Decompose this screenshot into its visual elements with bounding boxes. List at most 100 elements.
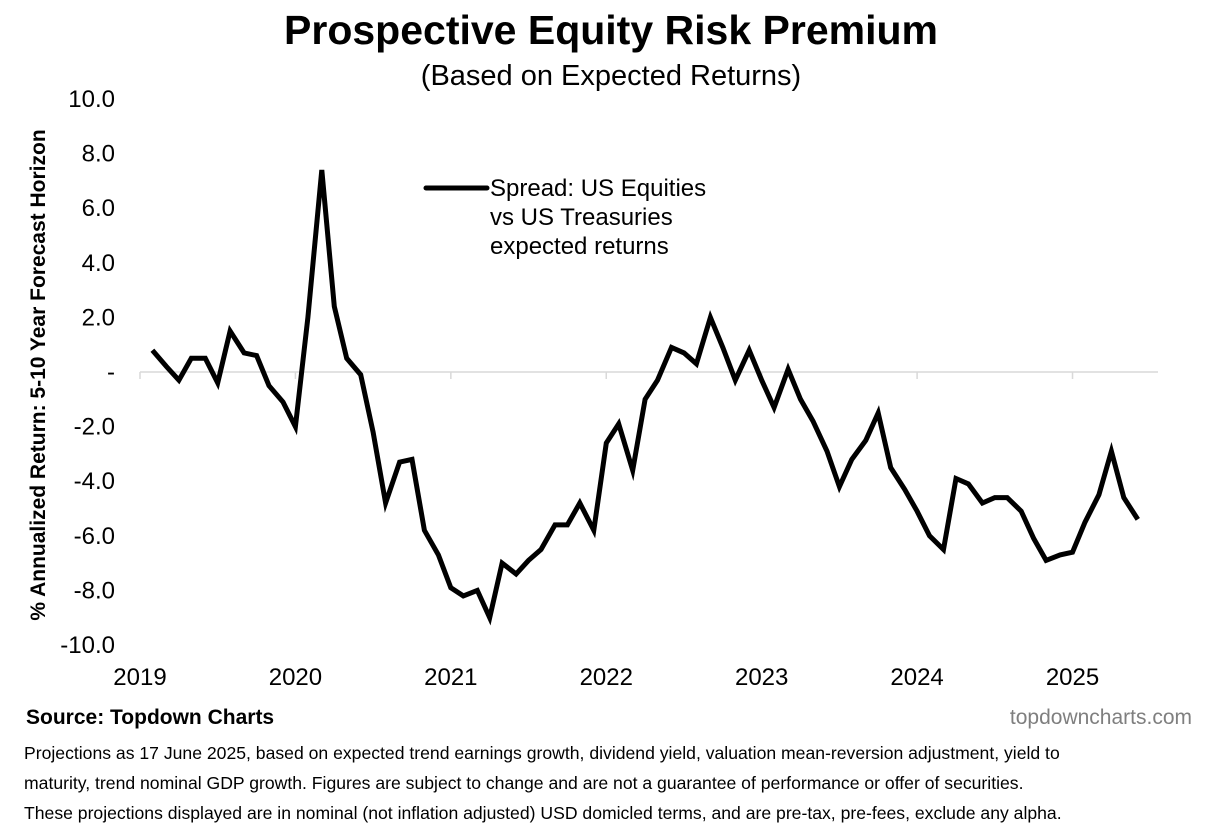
data-point [565, 522, 570, 527]
data-point [1083, 520, 1088, 525]
data-point [1070, 550, 1075, 555]
data-point [902, 487, 907, 492]
data-point [203, 356, 208, 361]
x-tick-label: 2021 [424, 664, 477, 691]
data-point [694, 361, 699, 366]
x-tick-label: 2019 [113, 664, 166, 691]
data-point [254, 353, 259, 358]
data-point [591, 528, 596, 533]
series-layer [150, 169, 1140, 626]
data-point [1005, 495, 1010, 500]
data-point [332, 304, 337, 309]
x-tick-label: 2022 [580, 664, 633, 691]
y-tick-label: -2.0 [74, 414, 115, 441]
x-tick-label: 2020 [269, 664, 322, 691]
legend: Spread: US Equities vs US Treasuries expec… [423, 175, 706, 260]
data-point [526, 558, 531, 563]
data-point [164, 364, 169, 369]
data-point [876, 410, 881, 415]
data-point [980, 501, 985, 506]
data-point [1019, 509, 1024, 514]
data-point [837, 484, 842, 489]
data-point [759, 378, 764, 383]
data-point [293, 424, 298, 429]
data-point [539, 547, 544, 552]
y-tick-label: 2.0 [82, 304, 115, 331]
legend-label-line: expected returns [490, 233, 669, 260]
data-point [1044, 558, 1049, 563]
data-point [1031, 536, 1036, 541]
x-tick-label: 2025 [1046, 664, 1099, 691]
y-tick-labels: 10.0 8.0 6.0 4.0 2.0 - -2.0 -4.0 -6.0 -8.0 -10.0 [60, 86, 115, 659]
data-point [825, 449, 830, 454]
data-point [1058, 552, 1063, 557]
y-tick-label: 8.0 [82, 141, 115, 168]
chart-title: Prospective Equity Risk Premium [284, 7, 938, 53]
brand-watermark[interactable]: topdowncharts.com [1009, 706, 1192, 729]
data-point [228, 329, 233, 334]
legend-label-line: vs US Treasuries [490, 204, 673, 231]
data-point [682, 350, 687, 355]
data-point [436, 552, 441, 557]
data-point [1121, 495, 1126, 500]
data-point [1096, 492, 1101, 497]
data-point [888, 465, 893, 470]
data-point [461, 593, 466, 598]
data-point [305, 315, 310, 320]
footnote: Projections as 17 June 2025, based on ex… [24, 738, 1214, 828]
data-point [941, 547, 946, 552]
y-axis-label-group: % Annualized Return: 5-10 Year Forecast … [27, 129, 50, 620]
x-tick-label: 2024 [890, 664, 943, 691]
data-point [448, 585, 453, 590]
y-axis-label: % Annualized Return: 5-10 Year Forecast … [27, 129, 50, 620]
source-note: Source: Topdown Charts [26, 706, 275, 729]
data-point [371, 430, 376, 435]
y-tick-label: 6.0 [82, 195, 115, 222]
data-point [927, 533, 932, 538]
data-point [992, 495, 997, 500]
chart-area: % Annualized Return: 5-10 Year Forecast … [27, 86, 1158, 691]
data-point [281, 400, 286, 405]
data-point [798, 397, 803, 402]
data-point [772, 405, 777, 410]
data-point [708, 315, 713, 320]
data-point [410, 457, 415, 462]
data-point [954, 476, 959, 481]
data-point [267, 383, 272, 388]
data-point [577, 501, 582, 506]
y-tick-label: 4.0 [82, 250, 115, 277]
chart-subtitle: (Based on Expected Returns) [420, 60, 802, 92]
data-point [604, 441, 609, 446]
data-point [849, 457, 854, 462]
y-tick-label: -4.0 [74, 468, 115, 495]
y-tick-label: -6.0 [74, 523, 115, 550]
data-point [655, 378, 660, 383]
data-point [358, 372, 363, 377]
x-tick-labels: 2019 2020 2021 2022 2023 2024 2025 [113, 664, 1099, 691]
data-point [242, 350, 247, 355]
footnote-line: These projections displayed are in nomin… [24, 803, 1062, 823]
data-point [1135, 517, 1140, 522]
x-tick-label: 2023 [735, 664, 788, 691]
data-point [487, 615, 492, 620]
data-point [863, 438, 868, 443]
data-point [383, 501, 388, 506]
data-point [630, 468, 635, 473]
data-point [215, 380, 220, 385]
y-tick-label: 10.0 [68, 86, 115, 113]
footnote-line: Projections as 17 June 2025, based on ex… [24, 743, 1060, 763]
data-point [150, 348, 155, 353]
y-tick-label: -8.0 [74, 577, 115, 604]
data-point [786, 367, 791, 372]
legend-label: Spread: US Equities vs US Treasuries expec… [490, 175, 706, 260]
data-point [733, 378, 738, 383]
data-point [514, 572, 519, 577]
data-point [966, 481, 971, 486]
data-point [915, 509, 920, 514]
data-point [189, 356, 194, 361]
data-point [475, 588, 480, 593]
y-tick-label: - [107, 359, 115, 386]
data-point [643, 397, 648, 402]
y-tick-label: -10.0 [60, 632, 115, 659]
data-point [500, 561, 505, 566]
